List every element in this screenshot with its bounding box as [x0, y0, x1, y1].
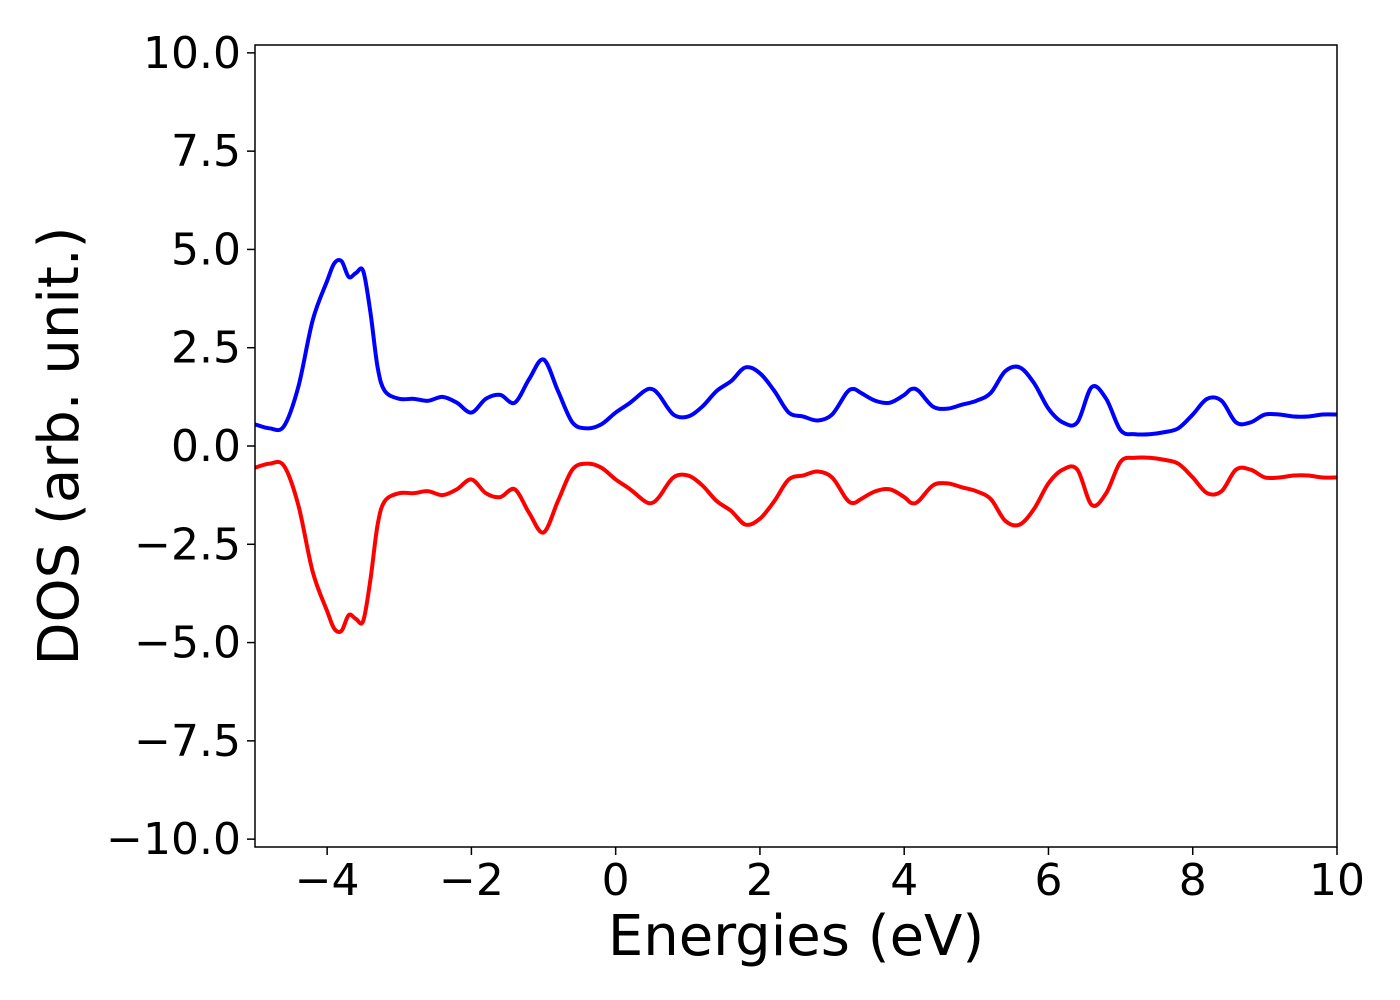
y-tick-label: −7.5 — [134, 716, 241, 767]
y-tick-label: 10.0 — [143, 28, 241, 79]
y-tick-label: 2.5 — [171, 323, 241, 374]
x-tick-label: 2 — [746, 855, 774, 906]
series-line-1 — [254, 455, 1338, 635]
y-tick-label: 0.0 — [171, 421, 241, 472]
plot-area — [255, 45, 1337, 847]
y-axis-title: DOS (arb. unit.) — [27, 226, 92, 665]
x-tick-label: 4 — [890, 855, 918, 906]
x-tick-label: 10 — [1309, 855, 1365, 906]
y-tick-label: −10.0 — [106, 814, 241, 865]
y-axis-ticks: 10.0 7.5 5.0 2.5 0.0 −2.5 −5.0 −7.5 −10.0 — [106, 28, 255, 865]
series-line-0 — [254, 257, 1338, 437]
y-tick-label: 5.0 — [171, 224, 241, 275]
x-axis-ticks: −4 −2 0 2 4 6 8 10 — [295, 847, 1365, 906]
x-tick-label: 8 — [1179, 855, 1207, 906]
x-tick-label: 0 — [602, 855, 630, 906]
y-tick-label: −5.0 — [134, 618, 241, 669]
y-tick-label: 7.5 — [171, 126, 241, 177]
x-tick-label: 6 — [1034, 855, 1062, 906]
y-tick-label: −2.5 — [134, 519, 241, 570]
x-tick-label: −4 — [295, 855, 360, 906]
x-tick-label: −2 — [439, 855, 504, 906]
x-axis-title: Energies (eV) — [608, 904, 984, 969]
series-layer — [254, 257, 1338, 635]
